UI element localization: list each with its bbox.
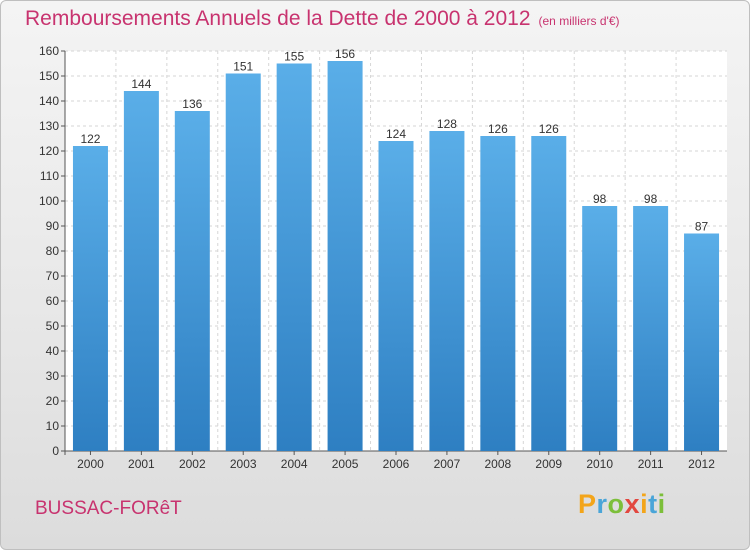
bar: [480, 136, 516, 451]
x-tick-label: 2007: [434, 457, 461, 471]
place-name: BUSSAC-FORêT: [35, 498, 182, 519]
bar: [72, 146, 108, 451]
x-tick-label: 2008: [484, 457, 511, 471]
bar-value-label: 155: [284, 50, 304, 64]
y-tick-label: 160: [39, 44, 59, 58]
bar: [429, 131, 465, 451]
x-tick-label: 2002: [179, 457, 206, 471]
y-tick-label: 90: [46, 219, 60, 233]
bar-value-label: 126: [488, 122, 508, 136]
logo-letter: o: [607, 489, 625, 519]
y-tick-label: 130: [39, 119, 59, 133]
x-tick-label: 2005: [332, 457, 359, 471]
x-tick-label: 2000: [77, 457, 104, 471]
y-tick-label: 70: [46, 269, 60, 283]
y-tick-label: 110: [40, 169, 59, 183]
bar-value-label: 126: [539, 122, 559, 136]
y-tick-label: 150: [39, 69, 59, 83]
y-tick-label: 120: [39, 144, 59, 158]
y-tick-label: 0: [52, 444, 59, 458]
logo-letter: P: [578, 489, 597, 519]
logo-letter: r: [596, 489, 608, 519]
bar: [327, 61, 363, 451]
x-tick-label: 2003: [230, 457, 257, 471]
bar: [684, 233, 720, 451]
logo-letter: t: [648, 489, 658, 519]
bar-value-label: 128: [437, 117, 457, 131]
x-tick-label: 2009: [535, 457, 562, 471]
bar: [123, 91, 159, 451]
bar-value-label: 136: [182, 97, 202, 111]
logo-letter: i: [640, 489, 649, 519]
bars: [72, 61, 720, 451]
y-tick-label: 80: [46, 244, 60, 258]
y-tick-label: 10: [46, 419, 60, 433]
y-tick-label: 40: [46, 344, 60, 358]
bar: [378, 141, 414, 451]
proxiti-logo[interactable]: Proxiti: [578, 489, 666, 520]
chart-title-text: Remboursements Annuels de la Dette de 20…: [25, 7, 531, 30]
bar-value-label: 87: [695, 220, 709, 234]
logo-letter: i: [657, 489, 666, 519]
bar-value-label: 122: [80, 132, 100, 146]
bar-value-label: 151: [233, 60, 253, 74]
y-tick-label: 30: [46, 369, 60, 383]
chart-unit-note: (en milliers d'€): [538, 14, 620, 28]
y-tick-label: 60: [46, 294, 60, 308]
y-tick-label: 20: [46, 394, 60, 408]
bar: [225, 73, 261, 451]
bar-value-label: 144: [131, 77, 151, 91]
x-tick-label: 2011: [638, 457, 664, 471]
bar-value-label: 98: [593, 192, 607, 206]
bar: [174, 111, 210, 451]
chart-title: Remboursements Annuels de la Dette de 20…: [25, 7, 620, 31]
bar-value-label: 98: [644, 192, 658, 206]
y-tick-label: 100: [39, 194, 59, 208]
x-tick-label: 2004: [281, 457, 308, 471]
y-tick-label: 140: [39, 94, 59, 108]
logo-letter: x: [624, 489, 641, 519]
x-tick-label: 2006: [383, 457, 410, 471]
x-tick-label: 2010: [586, 457, 613, 471]
bar: [276, 63, 312, 451]
x-tick-label: 2012: [688, 457, 715, 471]
bar-value-label: 124: [386, 127, 406, 141]
y-tick-label: 50: [46, 319, 60, 333]
x-tick-label: 2001: [128, 457, 155, 471]
bar: [531, 136, 567, 451]
labels: 0 10 20 30 40 50 60 70 80 90 100 110 120 130 140 150 160…: [39, 44, 715, 471]
bar: [582, 206, 618, 451]
bar: [633, 206, 669, 451]
bar-value-label: 156: [335, 47, 355, 61]
